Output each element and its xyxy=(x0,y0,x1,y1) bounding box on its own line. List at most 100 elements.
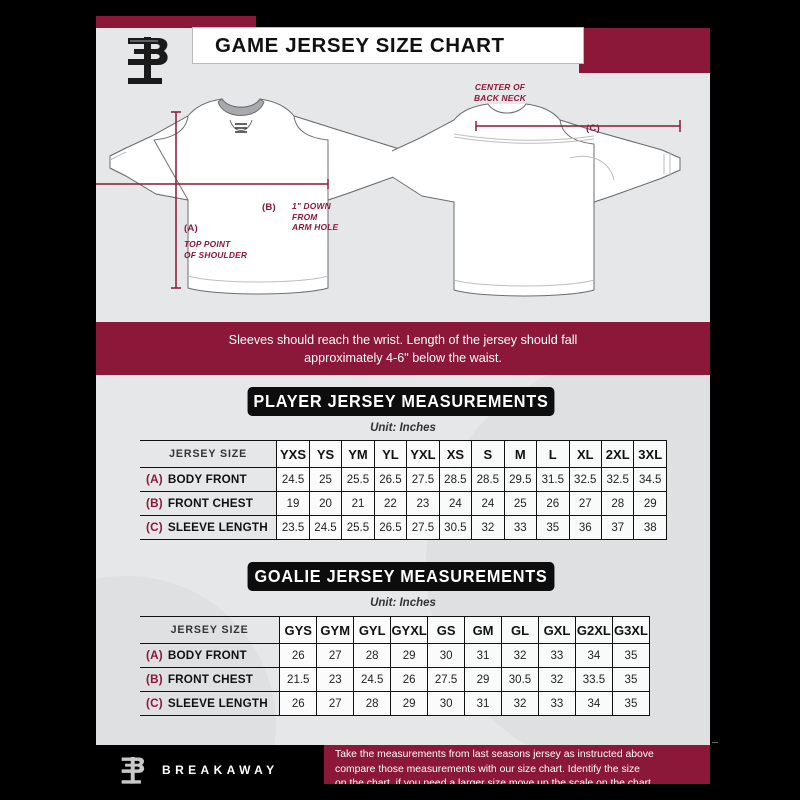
measurement-value: 24.5 xyxy=(308,515,343,540)
table-row: (C) SLEEVE LENGTH 23.5 24.5 25.5 26.5 27.5 30.5… xyxy=(140,515,667,540)
annotation-center-back-neck: CENTER OF BACK NECK xyxy=(474,82,527,103)
annotation-c-tag: (C) xyxy=(586,123,600,134)
measurement-value: 35 xyxy=(611,643,651,668)
measurement-value: 33 xyxy=(537,643,576,668)
measurement-value: 32 xyxy=(471,515,505,540)
measurement-tag: (C) xyxy=(146,697,163,710)
size-column-header: 3XL xyxy=(633,440,667,468)
size-column-header: GS xyxy=(427,616,466,644)
footer-line-3: on the chart, if you need a larger size … xyxy=(335,778,651,784)
measurement-value: 27 xyxy=(316,643,355,668)
measurement-value: 25.5 xyxy=(341,515,375,540)
crop-tick-mark xyxy=(712,742,718,743)
measurement-value: 25 xyxy=(308,467,343,492)
measurement-value: 22 xyxy=(373,491,408,516)
measurement-value: 27 xyxy=(316,691,355,716)
size-column-header: GM xyxy=(464,616,503,644)
measurement-tag: (B) xyxy=(146,497,163,510)
banner-line-1: Sleeves should reach the wrist. Length o… xyxy=(228,332,578,347)
measurement-label: (A) BODY FRONT xyxy=(140,467,278,492)
measurement-value: 24.5 xyxy=(353,667,392,692)
measurement-value: 29 xyxy=(390,643,429,668)
annotation-b-label: 1" DOWN FROM ARM HOLE xyxy=(292,201,339,232)
jersey-diagram: (A) TOP POINT OF SHOULDER (B) 1" DOWN FR… xyxy=(96,76,710,316)
size-column-header: M xyxy=(503,440,538,468)
table-row: (A) BODY FRONT 24.5 25 25.5 26.5 27.5 28.5 28.5 2… xyxy=(140,467,667,492)
measurement-value: 21 xyxy=(341,491,375,516)
measurement-value: 24 xyxy=(471,491,505,516)
size-column-header: G3XL xyxy=(611,616,651,644)
measurement-value: 29 xyxy=(390,691,429,716)
measurement-value: 27.5 xyxy=(406,515,440,540)
measurement-value: 32 xyxy=(501,643,539,668)
measurement-value: 28 xyxy=(353,643,392,668)
instruction-banner: Sleeves should reach the wrist. Length o… xyxy=(96,322,710,375)
measurement-value: 32 xyxy=(501,691,539,716)
size-column-header: G2XL xyxy=(574,616,613,644)
size-column-header: S xyxy=(471,440,505,468)
measurement-value: 23 xyxy=(406,491,440,516)
size-column-header: GYL xyxy=(353,616,392,644)
measurement-value: 35 xyxy=(611,667,651,692)
measurement-value: 29 xyxy=(464,667,503,692)
measurement-label: (C) SLEEVE LENGTH xyxy=(140,691,281,716)
size-column-header: XL xyxy=(568,440,602,468)
measurement-value: 29 xyxy=(633,491,667,516)
jersey-size-header: JERSEY SIZE xyxy=(140,440,278,468)
measurement-value: 34.5 xyxy=(633,467,667,492)
measurement-value: 28 xyxy=(353,691,392,716)
measurement-value: 37 xyxy=(600,515,635,540)
measurement-value: 30.5 xyxy=(438,515,473,540)
measurement-value: 28 xyxy=(600,491,635,516)
measurement-value: 30 xyxy=(427,691,466,716)
front-jersey-illustration xyxy=(96,98,415,295)
annotation-a-label: TOP POINT OF SHOULDER xyxy=(184,239,248,260)
measurement-value: 36 xyxy=(568,515,602,540)
size-column-header: YXL xyxy=(406,440,440,468)
goalie-measurements-table: JERSEY SIZE GYS GYM GYL GYXL GS GM GL GXL G2XL G3X… xyxy=(140,616,651,716)
footer: BREAKAWAY Take the measurements from las… xyxy=(96,745,710,784)
footer-brand-name: BREAKAWAY xyxy=(162,763,279,777)
measurement-value: 23 xyxy=(316,667,355,692)
measurement-value: 31.5 xyxy=(536,467,570,492)
size-column-header: GYS xyxy=(279,616,318,644)
measurement-value: 38 xyxy=(633,515,667,540)
measurement-value: 34 xyxy=(574,691,613,716)
footer-line-1: Take the measurements from last seasons … xyxy=(335,749,654,761)
measurement-value: 26 xyxy=(279,691,318,716)
measurement-value: 31 xyxy=(464,691,503,716)
measurement-value: 26 xyxy=(536,491,570,516)
footer-instruction-block: Take the measurements from last seasons … xyxy=(324,745,710,784)
measurement-tag: (C) xyxy=(146,521,163,534)
measurement-label: (A) BODY FRONT xyxy=(140,643,281,668)
measurement-value: 35 xyxy=(536,515,570,540)
header-strip-black xyxy=(256,16,710,28)
size-column-header: GYM xyxy=(316,616,355,644)
measurement-label: (B) FRONT CHEST xyxy=(140,491,278,516)
page-title: GAME JERSEY SIZE CHART xyxy=(215,33,505,57)
measurement-value: 26.5 xyxy=(373,467,408,492)
measurement-value: 27 xyxy=(568,491,602,516)
measurement-value: 33 xyxy=(503,515,538,540)
measurement-value: 32 xyxy=(537,667,576,692)
player-unit-label: Unit: Inches xyxy=(370,422,436,434)
size-column-header: GYXL xyxy=(390,616,429,644)
size-column-header: YL xyxy=(373,440,408,468)
measurement-value: 26 xyxy=(390,667,429,692)
jersey-size-header: JERSEY SIZE xyxy=(140,616,281,644)
measurement-value: 24.5 xyxy=(276,467,310,492)
size-column-header: GXL xyxy=(537,616,576,644)
banner-line-2: approximately 4-6" below the waist. xyxy=(304,350,502,365)
chart-panel: GAME JERSEY SIZE CHART xyxy=(96,16,710,784)
measurement-tag: (A) xyxy=(146,473,163,486)
table-header-row: JERSEY SIZE GYS GYM GYL GYXL GS GM GL GXL G2XL G3X… xyxy=(140,616,651,644)
table-row: (A) BODY FRONT 26 27 28 29 30 31 32 33 34 35 xyxy=(140,643,651,668)
size-column-header: GL xyxy=(501,616,539,644)
breakaway-b-logo-icon xyxy=(121,756,145,784)
measurement-value: 19 xyxy=(276,491,310,516)
size-column-header: XS xyxy=(438,440,473,468)
footer-line-2: compare those measurements with our size… xyxy=(335,763,640,775)
measurement-value: 33.5 xyxy=(574,667,613,692)
measurement-value: 30.5 xyxy=(501,667,539,692)
